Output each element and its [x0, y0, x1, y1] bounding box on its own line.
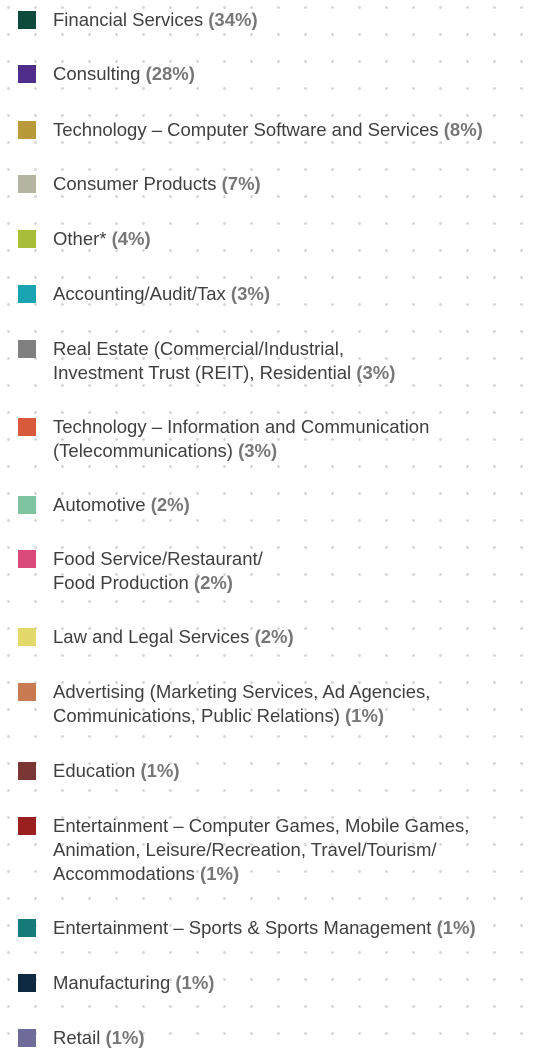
color-swatch	[18, 817, 36, 835]
percent-label: (1%)	[200, 863, 240, 884]
color-swatch	[18, 121, 36, 139]
color-swatch	[18, 762, 36, 780]
color-swatch	[18, 974, 36, 992]
percent-label: (1%)	[105, 1027, 145, 1048]
label-text: Technology – Information and Communicati…	[53, 416, 430, 437]
label-text: Consulting	[53, 63, 141, 84]
legend-label: Food Service/Restaurant/Food Production …	[53, 547, 263, 595]
label-line: Food Production (2%)	[53, 571, 263, 595]
legend-label: Advertising (Marketing Services, Ad Agen…	[53, 680, 430, 728]
label-line: Technology – Computer Software and Servi…	[53, 118, 483, 142]
label-line: Advertising (Marketing Services, Ad Agen…	[53, 680, 430, 704]
label-text: Food Production	[53, 572, 189, 593]
legend-label: Technology – Computer Software and Servi…	[53, 118, 483, 142]
label-text: Manufacturing	[53, 972, 171, 993]
legend-label: Consulting (28%)	[53, 62, 195, 86]
label-text: Automotive	[53, 494, 146, 515]
color-swatch	[18, 628, 36, 646]
label-text: Other*	[53, 228, 107, 249]
label-line: Entertainment – Sports & Sports Manageme…	[53, 916, 476, 940]
label-text: Animation, Leisure/Recreation, Travel/To…	[53, 839, 437, 860]
label-text: Investment Trust (REIT), Residential	[53, 362, 352, 383]
color-swatch	[18, 11, 36, 29]
legend-label: Entertainment – Computer Games, Mobile G…	[53, 814, 469, 886]
label-line: Communications, Public Relations) (1%)	[53, 704, 430, 728]
label-line: Retail (1%)	[53, 1026, 145, 1050]
legend-label: Accounting/Audit/Tax (3%)	[53, 282, 270, 306]
label-text: Advertising (Marketing Services, Ad Agen…	[53, 681, 431, 702]
color-swatch	[18, 65, 36, 83]
label-line: Consulting (28%)	[53, 62, 195, 86]
color-swatch	[18, 496, 36, 514]
label-line: Accounting/Audit/Tax (3%)	[53, 282, 270, 306]
label-line: Automotive (2%)	[53, 493, 190, 517]
legend-label: Automotive (2%)	[53, 493, 190, 517]
label-line: (Telecommunications) (3%)	[53, 439, 429, 463]
color-swatch	[18, 418, 36, 436]
legend-label: Consumer Products (7%)	[53, 172, 261, 196]
color-swatch	[18, 683, 36, 701]
label-line: Technology – Information and Communicati…	[53, 415, 429, 439]
color-swatch	[18, 919, 36, 937]
label-line: Real Estate (Commercial/Industrial,	[53, 337, 395, 361]
legend-label: Financial Services (34%)	[53, 8, 258, 32]
label-line: Investment Trust (REIT), Residential (3%…	[53, 361, 395, 385]
color-swatch	[18, 175, 36, 193]
legend-label: Manufacturing (1%)	[53, 971, 214, 995]
label-text: Financial Services	[53, 9, 204, 30]
percent-label: (2%)	[193, 572, 233, 593]
percent-label: (3%)	[230, 283, 270, 304]
label-text: Entertainment – Computer Games, Mobile G…	[53, 815, 470, 836]
label-text: Real Estate (Commercial/Industrial,	[53, 338, 344, 359]
percent-label: (2%)	[150, 494, 190, 515]
legend-label: Retail (1%)	[53, 1026, 145, 1050]
label-text: Consumer Products	[53, 173, 217, 194]
color-swatch	[18, 230, 36, 248]
label-text: Accounting/Audit/Tax	[53, 283, 226, 304]
legend-label: Entertainment – Sports & Sports Manageme…	[53, 916, 476, 940]
label-line: Law and Legal Services (2%)	[53, 625, 294, 649]
legend-label: Technology – Information and Communicati…	[53, 415, 429, 463]
label-text: Communications, Public Relations)	[53, 705, 340, 726]
legend-label: Real Estate (Commercial/Industrial, Inves…	[53, 337, 395, 385]
percent-label: (1%)	[436, 917, 476, 938]
label-text: Food Service/Restaurant/	[53, 548, 263, 569]
percent-label: (28%)	[145, 63, 195, 84]
percent-label: (4%)	[111, 228, 151, 249]
percent-label: (8%)	[443, 119, 483, 140]
percent-label: (3%)	[356, 362, 396, 383]
percent-label: (7%)	[221, 173, 261, 194]
legend-label: Education (1%)	[53, 759, 180, 783]
legend-label: Law and Legal Services (2%)	[53, 625, 294, 649]
color-swatch	[18, 550, 36, 568]
percent-label: (1%)	[345, 705, 385, 726]
label-line: Manufacturing (1%)	[53, 971, 214, 995]
label-line: Financial Services (34%)	[53, 8, 258, 32]
label-text: Accommodations	[53, 863, 195, 884]
percent-label: (34%)	[208, 9, 258, 30]
label-line: Accommodations (1%)	[53, 862, 469, 886]
label-text: (Telecommunications)	[53, 440, 233, 461]
label-line: Food Service/Restaurant/	[53, 547, 263, 571]
legend-label: Other* (4%)	[53, 227, 151, 251]
color-swatch	[18, 285, 36, 303]
label-line: Animation, Leisure/Recreation, Travel/To…	[53, 838, 469, 862]
label-text: Education	[53, 760, 136, 781]
label-text: Retail	[53, 1027, 101, 1048]
label-line: Education (1%)	[53, 759, 180, 783]
color-swatch	[18, 340, 36, 358]
label-text: Law and Legal Services	[53, 626, 250, 647]
color-swatch	[18, 1029, 36, 1047]
label-line: Other* (4%)	[53, 227, 151, 251]
label-text: Technology – Computer Software and Servi…	[53, 119, 439, 140]
percent-label: (1%)	[140, 760, 180, 781]
percent-label: (1%)	[175, 972, 215, 993]
percent-label: (2%)	[254, 626, 294, 647]
label-text: Entertainment – Sports & Sports Manageme…	[53, 917, 432, 938]
label-line: Consumer Products (7%)	[53, 172, 261, 196]
percent-label: (3%)	[238, 440, 278, 461]
label-line: Entertainment – Computer Games, Mobile G…	[53, 814, 469, 838]
